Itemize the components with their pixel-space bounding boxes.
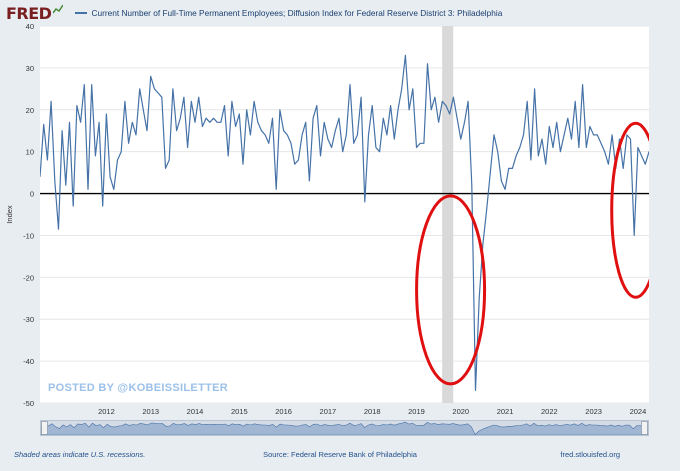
y-tick-label: 10 [26, 148, 34, 157]
x-tick-label: 2020 [452, 407, 469, 416]
y-tick-label: -10 [23, 231, 34, 240]
y-axis-label: Index [5, 205, 14, 224]
legend-swatch [75, 12, 88, 14]
x-tick-label: 2014 [187, 407, 204, 416]
x-tick-label: 2016 [275, 407, 292, 416]
chart-footer: Shaded areas indicate U.S. recessions. S… [0, 446, 680, 466]
chart-header: FRED Current Number of Full-Time Permane… [0, 0, 680, 26]
x-tick-label: 2018 [364, 407, 381, 416]
y-tick-label: -20 [23, 273, 34, 282]
navigator-series [40, 421, 680, 436]
watermark-text: POSTED BY @KOBEISSILETTER [48, 382, 228, 394]
series-line [39, 54, 680, 391]
navigator-minichart [40, 421, 680, 436]
annotation-circle [415, 194, 487, 386]
x-tick-label: 2021 [497, 407, 514, 416]
x-tick-label: 2015 [231, 407, 248, 416]
y-tick-label: -50 [23, 399, 34, 408]
fred-site-link[interactable]: fred.stlouisfed.org [560, 450, 620, 459]
y-tick-label: 0 [30, 190, 34, 199]
x-tick-label: 2024 [630, 407, 647, 416]
plot-area [39, 25, 680, 404]
logo-chart-icon [53, 4, 64, 13]
y-tick-label: 30 [26, 64, 34, 73]
x-tick-label: 2022 [541, 407, 558, 416]
x-tick-label: 2012 [98, 407, 115, 416]
recession-note: Shaded areas indicate U.S. recessions. [14, 450, 146, 459]
y-tick-label: -30 [23, 315, 34, 324]
x-tick-label: 2019 [408, 407, 425, 416]
recession-band [442, 26, 454, 403]
source-credit: Source: Federal Reserve Bank of Philadel… [263, 450, 417, 459]
x-tick-label: 2013 [142, 407, 159, 416]
x-tick-label: 2017 [320, 407, 337, 416]
navigator-handle-right [641, 421, 648, 435]
y-tick-label: 20 [26, 106, 34, 115]
fred-logo[interactable]: FRED [6, 4, 64, 23]
navigator-handle-left [41, 421, 48, 435]
x-tick-label: 2023 [585, 407, 602, 416]
range-navigator[interactable] [40, 420, 680, 436]
chart-svg [39, 25, 680, 404]
y-tick-label: -40 [23, 357, 34, 366]
series-title: Current Number of Full-Time Permanent Em… [91, 8, 503, 18]
